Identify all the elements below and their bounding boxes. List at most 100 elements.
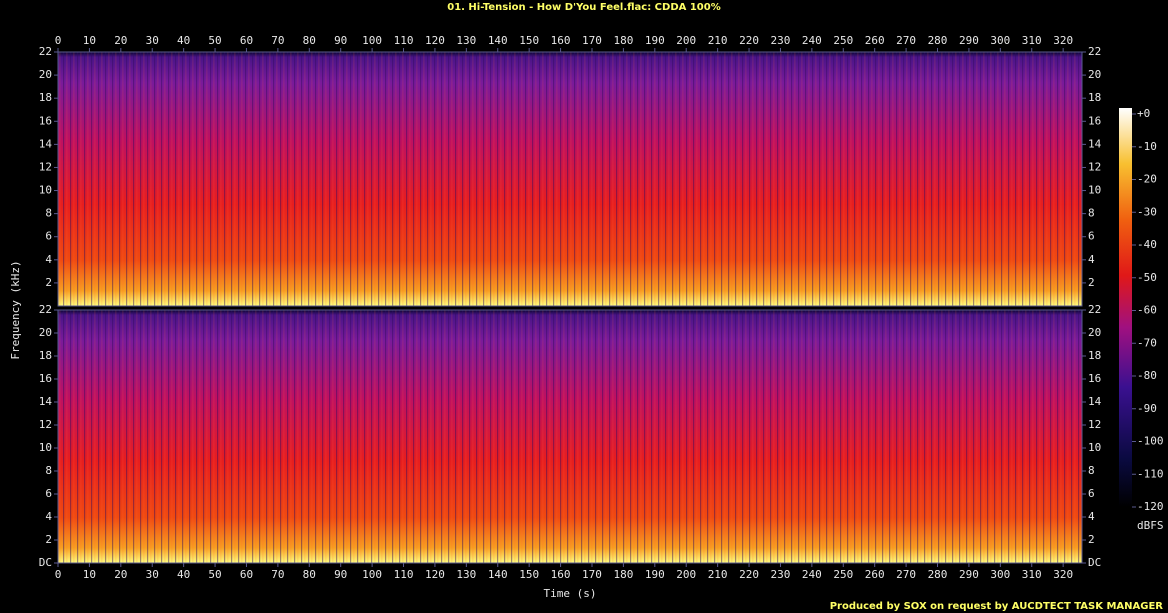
x-tick-label: 280 bbox=[928, 568, 948, 581]
y-tick-label: 10 bbox=[39, 441, 52, 454]
x-tick-label: 300 bbox=[990, 34, 1010, 47]
x-tick-label: 320 bbox=[1053, 568, 1073, 581]
spectrogram-texture bbox=[58, 52, 1082, 306]
colorbar-tick-label: -100 bbox=[1137, 435, 1164, 448]
y-tick-label: 2 bbox=[1088, 276, 1095, 289]
x-tick-label: 220 bbox=[739, 34, 759, 47]
y-tick-label: 8 bbox=[1088, 464, 1095, 477]
x-tick-label: 180 bbox=[613, 34, 633, 47]
x-tick-label: 70 bbox=[271, 568, 284, 581]
y-tick-label: 22 bbox=[39, 45, 52, 58]
y-tick-label: 18 bbox=[1088, 349, 1101, 362]
x-tick-label: 30 bbox=[146, 568, 159, 581]
footer: Produced by SOX on request by AUCDTECT T… bbox=[830, 601, 1164, 612]
x-tick-label: 260 bbox=[865, 34, 885, 47]
y-tick-label: 2 bbox=[45, 533, 52, 546]
x-tick-label: 40 bbox=[177, 34, 190, 47]
colorbar bbox=[1119, 108, 1132, 507]
y-tick-label: 10 bbox=[1088, 441, 1101, 454]
colorbar-tick-label: -80 bbox=[1137, 369, 1157, 382]
y-tick-label: 8 bbox=[45, 207, 52, 220]
colorbar-tick-label: -60 bbox=[1137, 304, 1157, 317]
x-tick-label: 160 bbox=[551, 34, 571, 47]
x-tick-label: 90 bbox=[334, 568, 347, 581]
x-tick-label: 250 bbox=[833, 34, 853, 47]
x-tick-label: 60 bbox=[240, 34, 253, 47]
x-tick-label: 240 bbox=[802, 34, 822, 47]
x-tick-label: 140 bbox=[488, 568, 508, 581]
y-tick-label: 4 bbox=[45, 253, 52, 266]
y-tick-label: 4 bbox=[1088, 510, 1095, 523]
y-tick-label: 18 bbox=[39, 349, 52, 362]
y-tick-label: 20 bbox=[39, 326, 52, 339]
x-tick-label: 110 bbox=[394, 568, 414, 581]
y-tick-label: 20 bbox=[1088, 326, 1101, 339]
x-tick-label: 130 bbox=[456, 568, 476, 581]
x-tick-label: 150 bbox=[519, 34, 539, 47]
y-tick-label: 22 bbox=[1088, 45, 1101, 58]
x-axis-label: Time (s) bbox=[544, 587, 597, 600]
x-tick-label: 220 bbox=[739, 568, 759, 581]
chart-title: 01. Hi-Tension - How D'You Feel.flac: CD… bbox=[447, 2, 721, 13]
x-tick-label: 80 bbox=[303, 568, 316, 581]
x-tick-label: 180 bbox=[613, 568, 633, 581]
colorbar-tick-label: -90 bbox=[1137, 402, 1157, 415]
colorbar-tick-label: -30 bbox=[1137, 205, 1157, 218]
x-tick-label: 20 bbox=[114, 568, 127, 581]
y-tick-label: 4 bbox=[1088, 253, 1095, 266]
y-tick-label: 14 bbox=[1088, 137, 1102, 150]
x-tick-label: 200 bbox=[676, 34, 696, 47]
y-tick-label: 6 bbox=[45, 230, 52, 243]
x-tick-label: 110 bbox=[394, 34, 414, 47]
x-tick-label: 120 bbox=[425, 34, 445, 47]
x-tick-label: 60 bbox=[240, 568, 253, 581]
x-tick-label: 100 bbox=[362, 34, 382, 47]
colorbar-label: dBFS bbox=[1137, 519, 1164, 532]
y-tick-label: 22 bbox=[39, 303, 52, 316]
y-axis-label: Frequency (kHz) bbox=[9, 260, 22, 359]
x-tick-label: 320 bbox=[1053, 34, 1073, 47]
y-tick-label: 6 bbox=[1088, 487, 1095, 500]
x-tick-label: 230 bbox=[771, 568, 791, 581]
x-tick-label: 250 bbox=[833, 568, 853, 581]
y-tick-label: 4 bbox=[45, 510, 52, 523]
x-tick-label: 90 bbox=[334, 34, 347, 47]
x-tick-label: 310 bbox=[1022, 568, 1042, 581]
x-tick-label: 0 bbox=[55, 568, 62, 581]
colorbar-tick-label: -120 bbox=[1137, 500, 1164, 513]
x-tick-label: 240 bbox=[802, 568, 822, 581]
colorbar-tick-label: -70 bbox=[1137, 336, 1157, 349]
x-tick-label: 140 bbox=[488, 34, 508, 47]
colorbar-tick-label: -50 bbox=[1137, 271, 1157, 284]
colorbar-tick-label: -40 bbox=[1137, 238, 1157, 251]
x-tick-label: 210 bbox=[708, 34, 728, 47]
x-tick-label: 50 bbox=[208, 568, 221, 581]
x-tick-label: 10 bbox=[83, 568, 96, 581]
x-tick-label: 170 bbox=[582, 34, 602, 47]
y-tick-label: 10 bbox=[39, 184, 52, 197]
y-tick-label: 12 bbox=[1088, 160, 1101, 173]
colorbar-tick-label: -20 bbox=[1137, 173, 1157, 186]
x-tick-label: 290 bbox=[959, 568, 979, 581]
y-tick-label: 14 bbox=[39, 395, 53, 408]
colorbar-tick-label: -10 bbox=[1137, 140, 1157, 153]
y-tick-label: 10 bbox=[1088, 184, 1101, 197]
y-tick-label: 18 bbox=[1088, 91, 1101, 104]
y-tick-label: 20 bbox=[39, 68, 52, 81]
x-tick-label: 190 bbox=[645, 34, 665, 47]
x-tick-label: 260 bbox=[865, 568, 885, 581]
y-tick-label: 2 bbox=[45, 276, 52, 289]
x-tick-label: 120 bbox=[425, 568, 445, 581]
x-tick-label: 80 bbox=[303, 34, 316, 47]
x-tick-label: 10 bbox=[83, 34, 96, 47]
x-tick-label: 210 bbox=[708, 568, 728, 581]
x-tick-label: 150 bbox=[519, 568, 539, 581]
x-tick-label: 280 bbox=[928, 34, 948, 47]
x-tick-label: 170 bbox=[582, 568, 602, 581]
y-tick-label: 12 bbox=[1088, 418, 1101, 431]
x-tick-label: 100 bbox=[362, 568, 382, 581]
x-tick-label: 0 bbox=[55, 34, 62, 47]
y-tick-label: 16 bbox=[39, 372, 52, 385]
